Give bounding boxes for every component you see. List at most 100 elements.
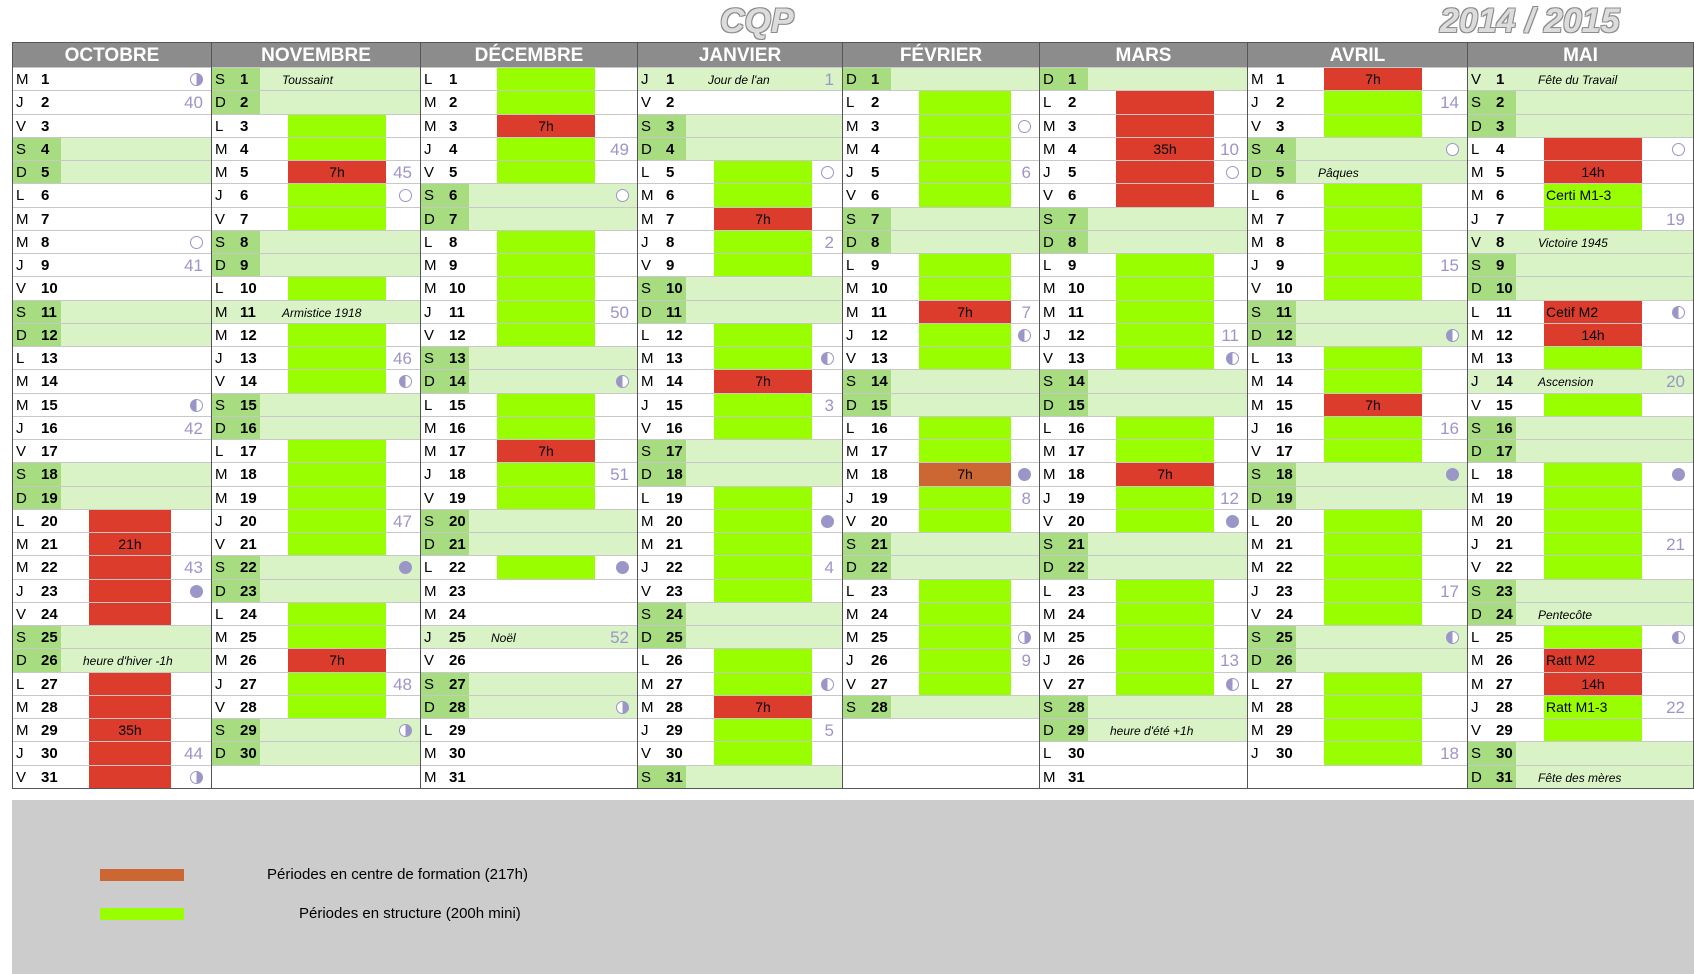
weekday-letter: J [424,303,432,321]
day-number: 4 [1276,140,1285,158]
day-number: 14 [1276,373,1293,391]
day-row: D 26 [1248,648,1467,672]
legend: Périodes en centre de formation (217h) P… [12,800,1694,974]
day-number: 23 [1068,582,1085,600]
weekday-letter: S [1251,466,1262,484]
day-number: 4 [41,140,50,158]
day-number: 26 [871,652,888,670]
day-row: J 9 15 [1248,253,1467,277]
day-row: M 31 [421,764,637,788]
weekday-letter: V [641,94,652,112]
weekend-marker [638,626,686,649]
weekend-marker [1248,486,1296,509]
period-label: Ratt M1-3 [1546,698,1608,715]
day-row: S 14 [843,369,1039,393]
day-row: J 14 Ascension 20 [1468,369,1693,393]
day-number: 15 [240,396,257,414]
structure-period-bar [288,509,386,532]
day-number: 18 [871,466,888,484]
weekday-letter: M [1043,443,1056,460]
weekend-marker [638,137,686,160]
day-number: 18 [1068,466,1085,484]
weekday-letter: D [1471,605,1482,623]
structure-period-bar [1116,486,1214,509]
day-number: 1 [240,71,249,88]
moon-phase-icon [1226,352,1239,365]
day-number: 22 [871,559,888,577]
day-number: 13 [41,350,58,367]
weekend-marker [1468,91,1516,114]
day-number: 11 [240,303,256,321]
day-row: M 25 [1040,625,1247,649]
holiday-label: Armistice 1918 [282,305,362,320]
day-number: 25 [1496,629,1513,646]
weekday-letter: D [641,629,652,646]
formation-period-bar [1116,114,1214,137]
month-header: NOVEMBRE [212,43,420,67]
day-number: 14 [871,373,888,391]
day-number: 17 [41,443,58,460]
month-header: MARS [1040,43,1247,67]
weekend-marker [638,277,686,300]
weekday-letter: J [424,140,432,158]
weekend-marker [638,440,686,463]
structure-period-bar [919,672,1011,695]
week-number: 49 [610,139,629,159]
structure-period-bar [714,509,812,532]
weekday-letter: D [424,698,435,716]
weekend-marker [843,370,891,393]
structure-period-bar [919,649,1011,672]
day-number: 21 [871,536,888,553]
weekday-letter: L [16,512,25,530]
week-number: 46 [393,349,412,368]
weekend-marker [421,370,469,393]
day-number: 19 [1496,489,1513,507]
structure-period-bar [714,556,812,579]
day-number: 24 [1276,605,1293,623]
day-number: 28 [1276,698,1293,716]
day-row: M 10 [421,276,637,300]
weekday-letter: J [1251,582,1259,600]
hours-label: 14h [1581,675,1605,692]
day-row: M 10 [843,276,1039,300]
weekday-letter: M [16,698,29,716]
moon-phase-icon [399,724,412,737]
weekend-marker [1468,579,1516,602]
weekday-letter: S [1471,419,1482,437]
weekday-letter: J [846,652,854,670]
day-number: 19 [1068,489,1085,507]
day-number: 31 [449,768,466,786]
weekday-letter: M [16,722,29,739]
day-row: 7h M 18 [843,462,1039,486]
day-row: 7h M 17 [421,439,637,463]
hours-label: 35h [1153,140,1177,157]
day-row: S 10 [638,276,842,300]
day-row: J 7 19 [1468,206,1693,230]
day-row: J 12 [843,322,1039,346]
weekday-letter: J [641,559,649,577]
weekday-letter: D [846,233,857,251]
structure-period-bar [919,91,1011,114]
day-row: V 14 [212,369,420,393]
weekday-letter: S [641,768,652,786]
day-row: D 31 Fête des mères [1468,764,1693,788]
hours-label: 7h [1365,71,1381,87]
week-number: 50 [610,302,629,322]
formation-period-bar: 7h [714,695,812,718]
structure-period-bar [497,556,595,579]
day-number: 17 [449,443,466,460]
structure-period-bar [288,626,386,649]
weekday-letter: V [1251,280,1262,298]
weekday-letter: L [1043,582,1052,600]
weekend-marker [212,393,260,416]
day-row: D 30 [212,741,420,765]
day-row: M 11 [1040,299,1247,323]
moon-phase-icon [1446,142,1459,156]
structure-period-bar [919,347,1011,370]
formation-period-bar [89,602,171,625]
